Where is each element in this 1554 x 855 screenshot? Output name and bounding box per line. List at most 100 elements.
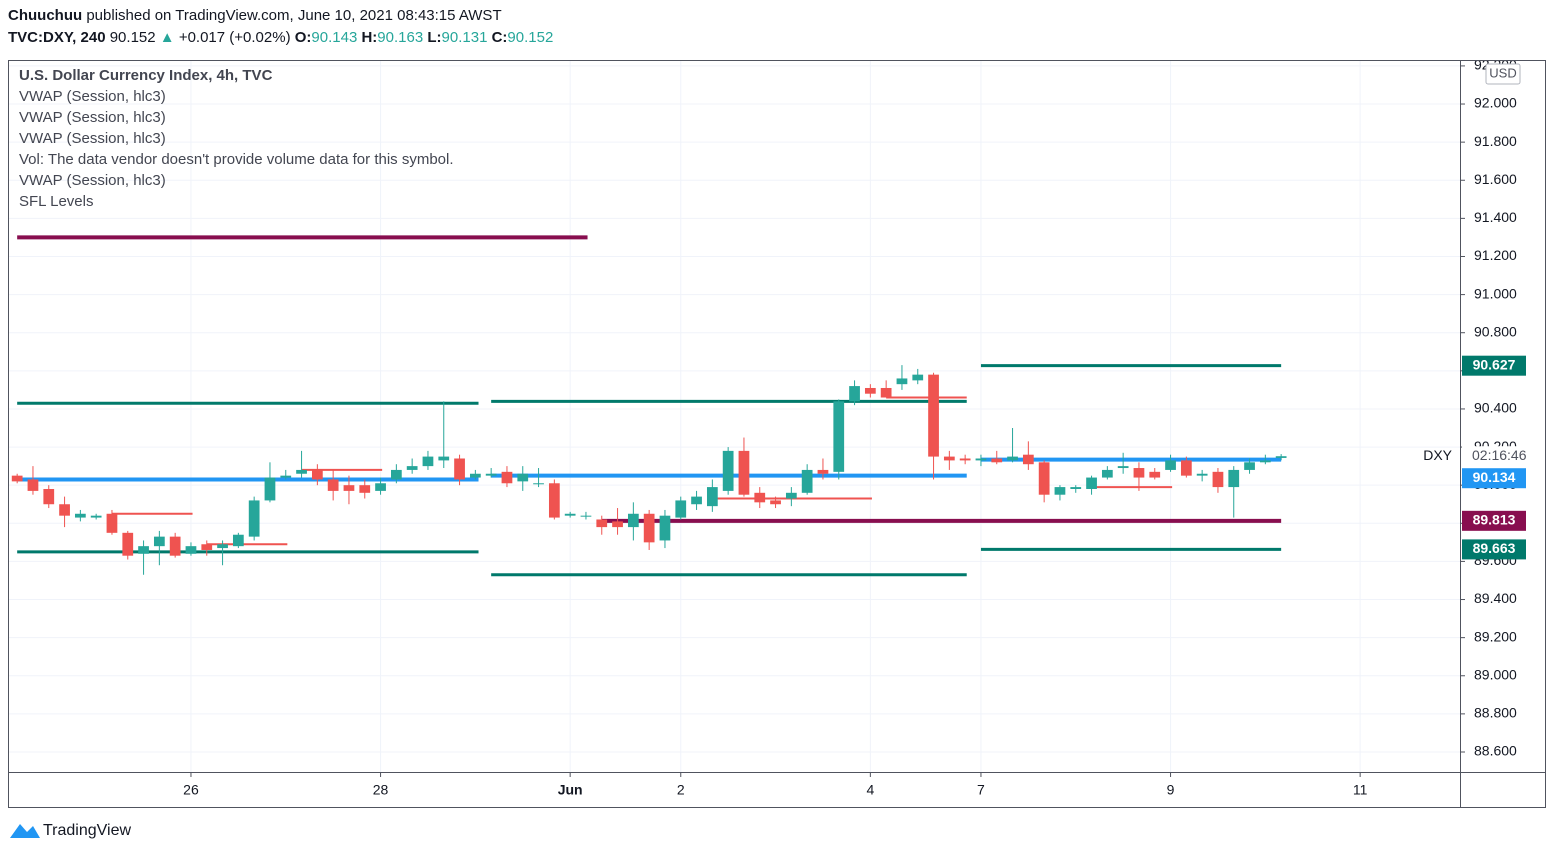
candle-body <box>1133 468 1145 478</box>
candle-body <box>343 485 355 491</box>
candle-body <box>454 458 465 480</box>
price-label-text: 90.627 <box>1473 356 1516 372</box>
candle-body <box>817 469 829 474</box>
candle-body <box>1228 469 1240 488</box>
legend-item: VWAP (Session, hlc3) <box>19 130 166 147</box>
candle-body <box>422 456 434 467</box>
price-label <box>1462 468 1526 489</box>
candle-body <box>106 513 118 533</box>
y-tick-label: 91.800 <box>1474 133 1517 149</box>
candle-body <box>738 450 750 495</box>
y-tick-label: 91.400 <box>1474 209 1517 225</box>
candle-body <box>280 475 292 478</box>
ohlc-label: C: <box>492 29 508 46</box>
change: +0.017 (+0.02%) <box>179 29 291 46</box>
candle-body <box>770 500 781 505</box>
candle-body <box>327 479 339 491</box>
ohlc-label: H: <box>361 29 377 46</box>
symbol-line: TVC:DXY, 240 90.152 ▲ +0.017 (+0.02%) O:… <box>8 29 553 46</box>
legend-item: VWAP (Session, hlc3) <box>19 88 166 105</box>
candle-body <box>390 469 402 480</box>
candle-body <box>138 546 149 554</box>
header: Chuuchuu published on TradingView.com, J… <box>8 7 502 24</box>
y-tick-label: 90.400 <box>1474 400 1517 416</box>
candle-body <box>706 487 718 507</box>
candle-body <box>59 504 70 516</box>
countdown: 02:16:46 <box>1472 447 1527 463</box>
ohlc-value: 90.163 <box>377 29 423 46</box>
y-tick-label: 90.800 <box>1474 323 1517 339</box>
candle-body <box>975 458 987 461</box>
price-label-text: 89.663 <box>1473 540 1516 556</box>
symbol: TVC:DXY, 240 <box>8 29 106 46</box>
candle-body <box>359 485 371 493</box>
y-tick-label: 92.000 <box>1474 95 1517 111</box>
candle-body <box>1244 462 1255 470</box>
footer-brand: TradingView <box>43 822 131 839</box>
candle-body <box>1007 456 1018 461</box>
candle-body <box>217 544 228 549</box>
x-tick-label: Jun <box>558 782 583 798</box>
candle-body <box>991 458 1003 463</box>
candle-body <box>1038 462 1050 495</box>
candle-body <box>1165 460 1176 470</box>
candle-body <box>722 450 734 491</box>
candle-body <box>406 466 418 470</box>
candle-body <box>785 492 797 499</box>
candle-body <box>864 387 876 394</box>
candle-body <box>533 483 544 485</box>
candle-body <box>943 456 955 461</box>
candle-body <box>90 515 102 518</box>
legend: U.S. Dollar Currency Index, 4h, TVC VWAP… <box>19 67 454 210</box>
y-tick-label: 89.400 <box>1474 590 1517 606</box>
candle-body <box>1275 456 1287 458</box>
candle-body <box>11 475 23 482</box>
candle-body <box>691 496 702 505</box>
candle-body <box>296 469 307 474</box>
candle-body <box>659 515 671 541</box>
candle-body <box>501 471 513 484</box>
up-arrow: ▲ <box>160 29 175 46</box>
candle-body <box>1086 477 1097 489</box>
candle-body <box>754 492 766 503</box>
candle-body <box>1070 487 1082 489</box>
symbol-label: DXY <box>1423 447 1452 463</box>
legend-item: Vol: The data vendor doesn't provide vol… <box>19 151 454 168</box>
candle-body <box>643 513 655 543</box>
candle-body <box>1259 460 1271 463</box>
candle-body <box>264 477 276 501</box>
candle-body <box>564 513 576 516</box>
footer-logo: TradingView <box>10 822 131 839</box>
candle-body <box>627 513 639 528</box>
candle-body <box>375 483 386 491</box>
ohlc-label: O: <box>295 29 312 46</box>
candle-body <box>833 401 845 472</box>
author: Chuuchuu <box>8 7 82 24</box>
y-tick-label: 91.200 <box>1474 247 1517 263</box>
y-tick-label: 88.600 <box>1474 743 1517 759</box>
candle-body <box>74 513 86 518</box>
ohlc-value: 90.152 <box>507 29 553 46</box>
x-tick-label: 4 <box>866 782 874 798</box>
x-tick-label: 9 <box>1167 782 1175 798</box>
candle-body <box>201 544 213 550</box>
candle-body <box>1022 454 1034 465</box>
candle-body <box>1212 471 1224 488</box>
logo-icon <box>10 824 40 838</box>
y-tick-label: 91.000 <box>1474 285 1517 301</box>
candle-body <box>27 479 39 491</box>
candle-body <box>1196 473 1208 476</box>
candle-body <box>469 473 481 478</box>
x-tick-label: 26 <box>183 782 199 798</box>
y-tick-label: 89.000 <box>1474 666 1517 682</box>
candle-body <box>1054 487 1066 495</box>
candle-body <box>169 536 181 556</box>
plot: 88.60088.80089.00089.20089.40089.60089.8… <box>8 57 1542 798</box>
frame <box>8 60 1546 808</box>
countdown-box <box>1462 446 1542 467</box>
candle-body <box>517 473 529 482</box>
price-label <box>1462 539 1526 560</box>
candle-body <box>612 521 623 528</box>
